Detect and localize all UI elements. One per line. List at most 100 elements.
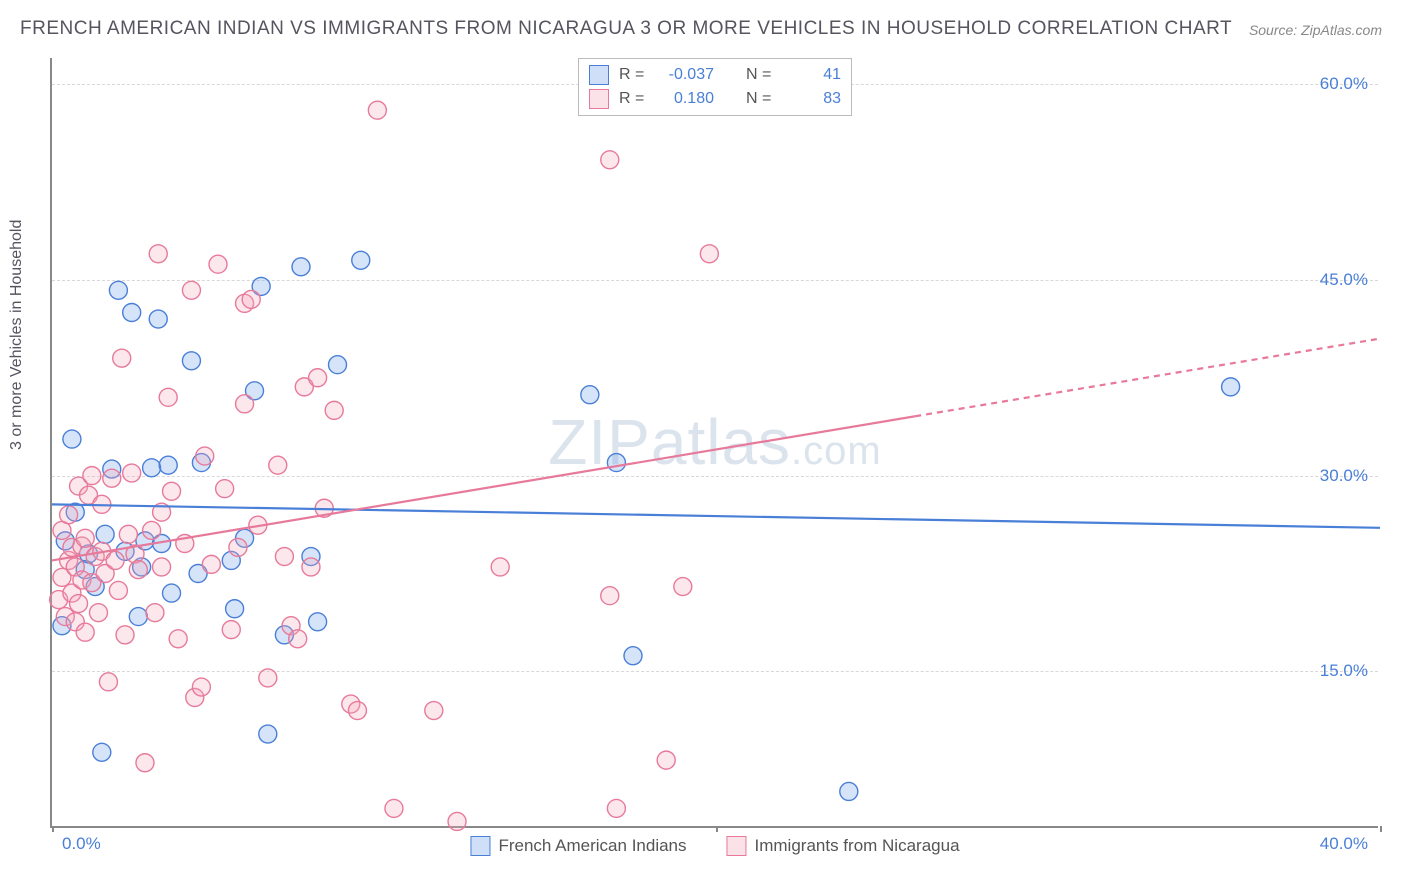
data-point — [674, 578, 692, 596]
data-point — [149, 310, 167, 328]
data-point — [448, 812, 466, 830]
data-point — [242, 290, 260, 308]
data-point — [76, 623, 94, 641]
legend-swatch — [589, 89, 609, 109]
series-legend: French American Indians Immigrants from N… — [470, 836, 959, 856]
data-point — [182, 352, 200, 370]
data-point — [222, 621, 240, 639]
legend-swatch — [727, 836, 747, 856]
stats-legend-row: R = -0.037 N = 41 — [589, 63, 841, 87]
data-point — [70, 595, 88, 613]
data-point — [89, 604, 107, 622]
data-point — [143, 521, 161, 539]
data-point — [113, 349, 131, 367]
data-point — [236, 395, 254, 413]
data-point — [109, 581, 127, 599]
data-point — [63, 430, 81, 448]
data-point — [385, 799, 403, 817]
data-point — [309, 613, 327, 631]
data-point — [96, 525, 114, 543]
scatter-plot — [52, 58, 1378, 826]
data-point — [136, 754, 154, 772]
y-axis-label: 3 or more Vehicles in Household — [8, 220, 26, 450]
regression-line-extrapolated — [915, 339, 1380, 417]
data-point — [149, 245, 167, 263]
data-point — [163, 482, 181, 500]
data-point — [109, 281, 127, 299]
data-point — [840, 782, 858, 800]
data-point — [123, 303, 141, 321]
data-point — [491, 558, 509, 576]
n-value: 41 — [786, 66, 841, 84]
data-point — [93, 743, 111, 761]
data-point — [601, 151, 619, 169]
data-point — [624, 647, 642, 665]
chart-title: FRENCH AMERICAN INDIAN VS IMMIGRANTS FRO… — [20, 18, 1232, 40]
n-label: N = — [746, 90, 776, 108]
data-point — [226, 600, 244, 618]
legend-swatch — [470, 836, 490, 856]
data-point — [269, 456, 287, 474]
r-value: 0.180 — [659, 90, 714, 108]
series-name: French American Indians — [498, 836, 686, 856]
data-point — [607, 799, 625, 817]
data-point — [275, 548, 293, 566]
n-label: N = — [746, 66, 776, 84]
data-point — [143, 459, 161, 477]
data-point — [182, 281, 200, 299]
regression-line — [52, 416, 915, 560]
data-point — [169, 630, 187, 648]
data-point — [289, 630, 307, 648]
n-value: 83 — [786, 90, 841, 108]
stats-legend-row: R = 0.180 N = 83 — [589, 87, 841, 111]
x-tick-mark — [52, 826, 54, 832]
data-point — [129, 608, 147, 626]
data-point — [129, 561, 147, 579]
data-point — [116, 626, 134, 644]
plot-area: ZIPatlas.com 15.0%30.0%45.0%60.0% R =-0.… — [50, 58, 1378, 828]
data-point — [259, 725, 277, 743]
data-point — [352, 251, 370, 269]
data-point — [83, 467, 101, 485]
data-point — [259, 669, 277, 687]
data-point — [153, 558, 171, 576]
data-point — [1222, 378, 1240, 396]
data-point — [196, 447, 214, 465]
x-tick-mark — [1380, 826, 1382, 832]
data-point — [657, 751, 675, 769]
data-point — [159, 456, 177, 474]
data-point — [146, 604, 164, 622]
data-point — [425, 702, 443, 720]
data-point — [60, 506, 78, 524]
series-legend-item: French American Indians — [470, 836, 686, 856]
data-point — [106, 551, 124, 569]
data-point — [601, 587, 619, 605]
data-point — [159, 388, 177, 406]
data-point — [119, 525, 137, 543]
r-value: -0.037 — [659, 66, 714, 84]
data-point — [229, 538, 247, 556]
series-name: Immigrants from Nicaragua — [755, 836, 960, 856]
data-point — [325, 401, 343, 419]
data-point — [192, 678, 210, 696]
data-point — [368, 101, 386, 119]
data-point — [99, 673, 117, 691]
x-tick-mark — [716, 826, 718, 832]
data-point — [76, 529, 94, 547]
data-point — [216, 480, 234, 498]
data-point — [202, 555, 220, 573]
data-point — [309, 369, 327, 387]
r-label: R = — [619, 66, 649, 84]
data-point — [700, 245, 718, 263]
data-point — [302, 558, 320, 576]
data-point — [163, 584, 181, 602]
series-legend-item: Immigrants from Nicaragua — [727, 836, 960, 856]
data-point — [607, 454, 625, 472]
x-tick-label: 40.0% — [1320, 834, 1368, 854]
data-point — [103, 469, 121, 487]
data-point — [292, 258, 310, 276]
stats-legend: R = -0.037 N = 41 R = 0.180 N = 83 — [578, 58, 852, 116]
data-point — [348, 702, 366, 720]
data-point — [329, 356, 347, 374]
r-label: R = — [619, 90, 649, 108]
